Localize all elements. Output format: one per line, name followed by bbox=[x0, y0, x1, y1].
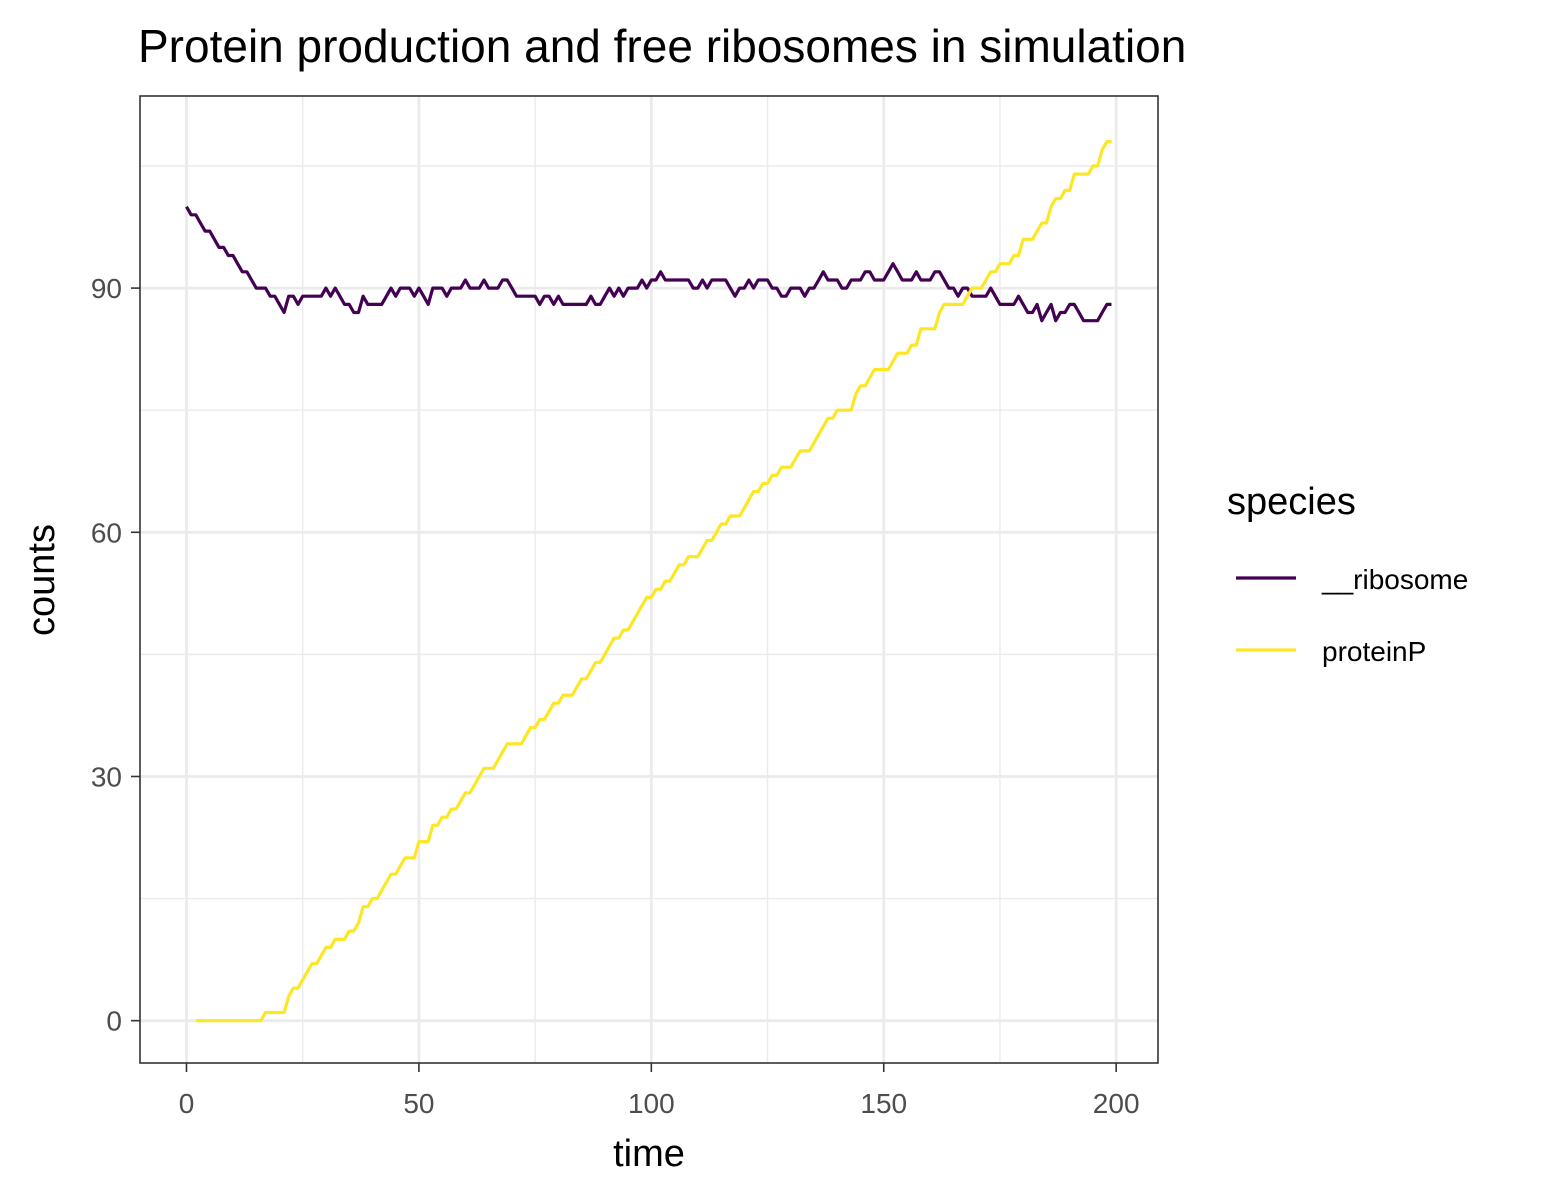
series-line-proteinP bbox=[195, 140, 1112, 1023]
legend-label-proteinP: proteinP bbox=[1322, 636, 1426, 667]
x-tick-label: 50 bbox=[403, 1088, 434, 1119]
legend-label-ribosome: __ribosome bbox=[1321, 564, 1468, 595]
legend-items: __ribosome proteinP bbox=[1236, 564, 1468, 667]
x-tick-label: 150 bbox=[860, 1088, 907, 1119]
minor-gridlines bbox=[140, 96, 1158, 1063]
series-lines bbox=[185, 140, 1112, 1023]
x-axis: 0 50 100 150 200 bbox=[179, 1063, 1140, 1119]
y-axis-title: counts bbox=[21, 524, 63, 636]
y-tick-label: 0 bbox=[106, 1006, 122, 1037]
plot-panel-border bbox=[139, 95, 1159, 1064]
plot-background bbox=[140, 96, 1158, 1063]
x-axis-title: time bbox=[613, 1133, 685, 1175]
y-tick-label: 60 bbox=[91, 517, 122, 548]
y-tick-label: 90 bbox=[91, 273, 122, 304]
series-line-ribosome bbox=[185, 205, 1112, 323]
chart-title: Protein production and free ribosomes in… bbox=[138, 20, 1186, 72]
y-tick-label: 30 bbox=[91, 761, 122, 792]
y-axis: 0 30 60 90 bbox=[91, 273, 140, 1037]
major-gridlines bbox=[140, 96, 1158, 1063]
legend: species __ribosome proteinP bbox=[1227, 481, 1468, 667]
x-tick-label: 0 bbox=[179, 1088, 195, 1119]
x-tick-label: 200 bbox=[1093, 1088, 1140, 1119]
legend-title: species bbox=[1227, 481, 1356, 523]
x-tick-label: 100 bbox=[628, 1088, 675, 1119]
